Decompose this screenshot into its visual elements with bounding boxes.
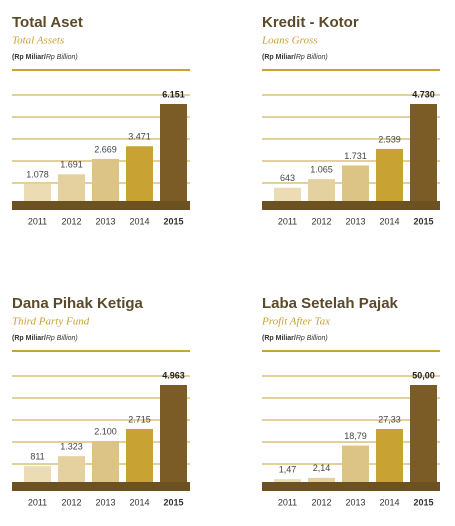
base-band bbox=[12, 482, 190, 491]
value-label: 811 bbox=[30, 452, 44, 462]
x-tick-label: 2013 bbox=[95, 216, 115, 226]
x-tick-label: 2011 bbox=[28, 216, 47, 226]
unit-id: (Rp Miliar/ bbox=[12, 335, 46, 342]
bar bbox=[58, 174, 85, 201]
bar bbox=[342, 445, 369, 482]
base-band bbox=[262, 482, 440, 491]
x-tick-label: 2015 bbox=[163, 497, 183, 507]
value-label: 50,00 bbox=[412, 370, 435, 380]
x-tick-label: 2014 bbox=[129, 497, 149, 507]
chart-title: Total Aset bbox=[12, 14, 83, 31]
chart-title: Kredit - Kotor bbox=[262, 14, 359, 31]
base-band bbox=[262, 201, 440, 210]
unit-id: (Rp Miliar/ bbox=[262, 54, 296, 61]
x-tick-label: 2015 bbox=[413, 216, 433, 226]
chart-title: Laba Setelah Pajak bbox=[262, 295, 399, 312]
chart-subtitle: Profit After Tax bbox=[261, 316, 330, 328]
x-tick-label: 2014 bbox=[129, 216, 149, 226]
bar bbox=[274, 479, 301, 482]
x-tick-label: 2015 bbox=[163, 216, 183, 226]
bar bbox=[308, 179, 335, 201]
x-tick-label: 2012 bbox=[61, 497, 81, 507]
value-label: 4.730 bbox=[412, 89, 435, 99]
bar bbox=[92, 440, 119, 482]
unit-en: Rp Billion) bbox=[296, 335, 328, 342]
value-label: 1.731 bbox=[344, 151, 367, 161]
value-label: 27,33 bbox=[378, 414, 401, 424]
bar bbox=[160, 385, 187, 482]
x-tick-label: 2015 bbox=[413, 497, 433, 507]
x-tick-label: 2013 bbox=[95, 497, 115, 507]
unit-id: (Rp Miliar/ bbox=[262, 335, 296, 342]
x-tick-label: 2012 bbox=[311, 216, 331, 226]
bar bbox=[160, 104, 187, 201]
unit-en: Rp Billion) bbox=[46, 335, 78, 342]
x-tick-label: 2011 bbox=[28, 497, 47, 507]
chart-panel: Dana Pihak Ketiga Third Party Fund (Rp Mil… bbox=[12, 295, 190, 507]
x-tick-label: 2013 bbox=[345, 216, 365, 226]
x-tick-label: 2011 bbox=[278, 497, 297, 507]
chart-subtitle: Total Assets bbox=[12, 35, 64, 47]
bar bbox=[126, 428, 153, 482]
value-label: 2.715 bbox=[128, 414, 151, 424]
value-label: 1.323 bbox=[60, 442, 83, 452]
bar bbox=[410, 104, 437, 201]
bar bbox=[342, 165, 369, 201]
value-label: 4.963 bbox=[162, 370, 185, 380]
value-label: 1.078 bbox=[26, 169, 49, 179]
value-label: 2,14 bbox=[313, 463, 331, 473]
x-tick-label: 2012 bbox=[311, 497, 331, 507]
value-label: 3.471 bbox=[128, 132, 151, 142]
value-label: 1,47 bbox=[279, 465, 297, 475]
chart-panel: Kredit - Kotor Loans Gross (Rp Miliar/Rp B… bbox=[261, 14, 440, 226]
bar bbox=[24, 466, 51, 482]
value-label: 2.669 bbox=[94, 144, 117, 154]
chart-subtitle: Loans Gross bbox=[261, 35, 318, 47]
unit-id: (Rp Miliar/ bbox=[12, 54, 46, 61]
bar bbox=[376, 428, 403, 482]
value-label: 2.539 bbox=[378, 134, 401, 144]
bar bbox=[92, 158, 119, 201]
bar bbox=[376, 148, 403, 201]
chart-title: Dana Pihak Ketiga bbox=[12, 295, 144, 312]
x-tick-label: 2014 bbox=[379, 216, 399, 226]
unit-label: (Rp Miliar/Rp Billion) bbox=[12, 54, 78, 61]
x-tick-label: 2014 bbox=[379, 497, 399, 507]
bar bbox=[274, 187, 301, 201]
chart-panel: Total Aset Total Assets (Rp Miliar/Rp Bill… bbox=[12, 14, 190, 226]
bar bbox=[126, 146, 153, 201]
chart-subtitle: Third Party Fund bbox=[12, 316, 90, 328]
x-tick-label: 2012 bbox=[61, 216, 81, 226]
value-label: 2.100 bbox=[94, 426, 117, 436]
bar bbox=[24, 184, 51, 201]
value-label: 6.151 bbox=[162, 89, 185, 99]
base-band bbox=[12, 201, 190, 210]
value-label: 1.691 bbox=[60, 160, 83, 170]
value-label: 1.065 bbox=[310, 165, 333, 175]
bar bbox=[410, 385, 437, 482]
value-label: 18,79 bbox=[344, 431, 367, 441]
chart-panel: Laba Setelah Pajak Profit After Tax (Rp Mi… bbox=[261, 295, 440, 507]
unit-en: Rp Billion) bbox=[296, 54, 328, 61]
unit-label: (Rp Miliar/Rp Billion) bbox=[262, 54, 328, 61]
unit-en: Rp Billion) bbox=[46, 54, 78, 61]
bar bbox=[58, 456, 85, 482]
unit-label: (Rp Miliar/Rp Billion) bbox=[262, 335, 328, 342]
x-tick-label: 2013 bbox=[345, 497, 365, 507]
unit-label: (Rp Miliar/Rp Billion) bbox=[12, 335, 78, 342]
x-tick-label: 2011 bbox=[278, 216, 297, 226]
value-label: 643 bbox=[280, 173, 295, 183]
bar bbox=[308, 477, 335, 482]
